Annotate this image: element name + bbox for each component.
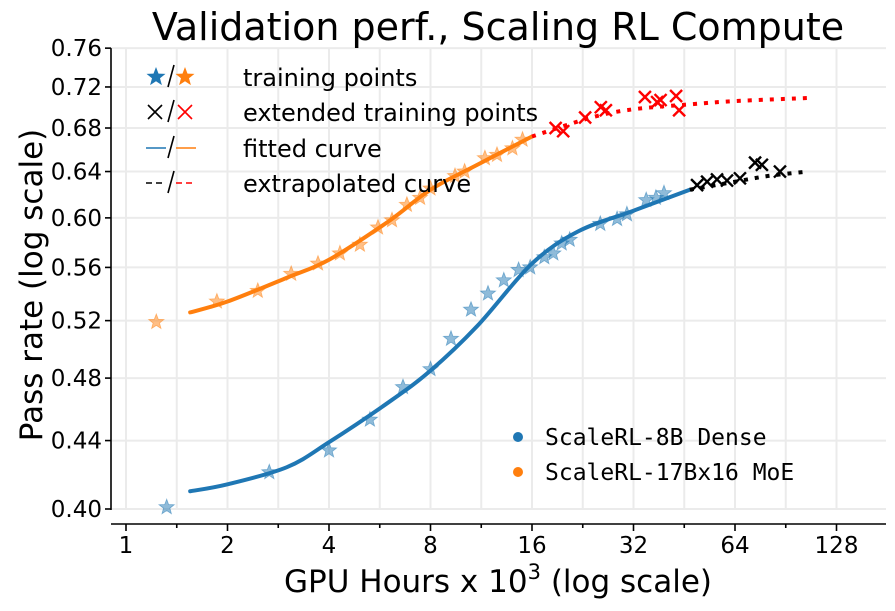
training-point-star — [421, 179, 440, 196]
y-tick-label: 0.56 — [51, 255, 102, 281]
y-tick-label: 0.68 — [51, 116, 102, 142]
marker-legend: training points extended training points f… — [146, 64, 538, 198]
training-point-star — [442, 329, 460, 347]
training-point-star — [282, 264, 300, 282]
training-point-star — [455, 162, 474, 179]
extended-point-x — [638, 90, 652, 104]
legend-x-icon — [177, 104, 193, 120]
training-point-star — [383, 211, 401, 228]
legend-dot-icon — [513, 432, 523, 442]
training-point-star — [521, 258, 539, 275]
training-point-star — [462, 300, 480, 318]
legend-slash — [167, 99, 175, 123]
extended-point-x — [720, 173, 734, 188]
training-point-star — [361, 410, 379, 428]
legend-label: extrapolated curve — [243, 170, 471, 198]
x-tick-label: 4 — [322, 533, 337, 559]
x-axis-label-main: GPU Hours x 10 — [284, 564, 528, 600]
data-points — [147, 89, 787, 515]
training-point-star — [351, 235, 369, 253]
x-axis-label-suffix: (log scale) — [541, 564, 712, 600]
training-point-star — [331, 244, 349, 261]
y-tick-label: 0.60 — [51, 206, 102, 232]
y-tick-label: 0.40 — [51, 497, 102, 523]
y-tick-label: 0.72 — [51, 75, 102, 101]
training-point-star — [421, 360, 440, 377]
y-tick-label: 0.52 — [51, 309, 102, 335]
extended-point-x — [733, 171, 747, 186]
extended-point-x — [548, 121, 563, 135]
training-point-star — [398, 195, 416, 213]
legend-star-icon — [175, 67, 195, 86]
training-point-star — [495, 271, 513, 288]
legend-slash — [167, 64, 175, 88]
extended-point-x — [556, 124, 571, 139]
legend-dot-icon — [513, 467, 523, 477]
training-point-star — [157, 498, 176, 515]
extended-point-x — [700, 174, 714, 189]
training-point-star — [309, 254, 327, 271]
training-point-star — [479, 284, 497, 301]
training-point-star — [618, 205, 636, 222]
training-point-star — [488, 145, 506, 163]
x-tick-label: 1 — [119, 533, 134, 559]
legend-star-icon — [146, 67, 166, 86]
x-tick-label: 2 — [220, 533, 235, 559]
x-tick-label: 128 — [815, 533, 859, 559]
legend-label: fitted curve — [243, 135, 382, 163]
y-axis-label: Pass rate (log scale) — [14, 129, 50, 441]
extended-point-x — [755, 157, 769, 172]
y-tick-label: 0.64 — [51, 160, 102, 186]
legend-label: ScaleRL-17Bx16 MoE — [545, 460, 794, 486]
axes: 0.40 0.44 0.48 0.52 0.56 0.60 0.64 0.68 0.72 0.76… — [51, 36, 886, 559]
training-point-star — [608, 209, 626, 227]
extended-point-x — [578, 110, 592, 125]
extended-point-x — [690, 178, 704, 192]
training-point-star — [260, 463, 278, 480]
x-tick-label: 16 — [517, 533, 546, 559]
extended-point-x — [672, 103, 686, 118]
series-legend: ScaleRL-8B Dense ScaleRL-17Bx16 MoE — [513, 425, 794, 486]
training-point-star — [394, 377, 412, 395]
x-tick-label: 32 — [619, 533, 648, 559]
legend-slash — [167, 170, 175, 194]
legend-label: ScaleRL-8B Dense — [545, 425, 767, 451]
y-tick-label: 0.48 — [51, 366, 102, 392]
y-tick-label: 0.44 — [51, 429, 102, 455]
x-axis-label: GPU Hours x 103 (log scale) — [284, 560, 712, 600]
training-point-star — [147, 312, 165, 330]
training-point-star — [249, 281, 267, 299]
training-point-star — [655, 184, 673, 201]
training-point-star — [476, 149, 494, 166]
training-point-star — [369, 218, 387, 235]
training-point-star — [208, 292, 226, 309]
x-tick-label: 8 — [423, 533, 438, 559]
chart-title: Validation perf., Scaling RL Compute — [152, 5, 844, 49]
x-tick-label: 64 — [720, 533, 749, 559]
extrapolated-curve — [531, 96, 808, 139]
legend-x-icon — [147, 104, 163, 120]
x-axis-label-exponent: 3 — [528, 560, 541, 584]
y-tick-label: 0.76 — [51, 36, 102, 62]
training-point-star — [561, 230, 579, 248]
extended-point-x — [599, 103, 613, 118]
training-point-star — [509, 260, 528, 278]
training-point-star — [544, 244, 562, 261]
legend-slash — [167, 135, 175, 159]
extended-point-x — [669, 89, 683, 103]
extended-point-x — [773, 164, 787, 179]
legend-label: training points — [243, 64, 417, 92]
training-point-star — [320, 441, 338, 458]
legend-label: extended training points — [243, 99, 538, 127]
training-point-star — [591, 214, 610, 232]
extended-point-x — [653, 93, 668, 107]
extrapolated-curve — [689, 169, 808, 192]
training-point-star — [513, 130, 532, 148]
